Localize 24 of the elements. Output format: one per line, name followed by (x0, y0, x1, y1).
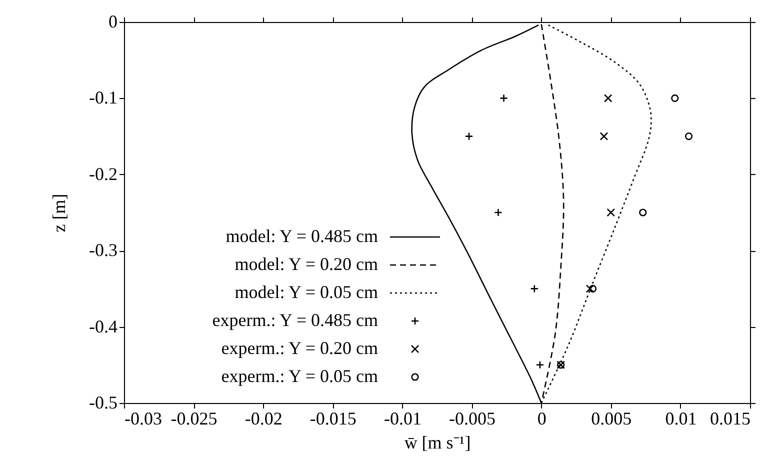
x-tick-label: 0.015 (710, 408, 750, 428)
x-tick-label: -0.01 (384, 408, 422, 428)
legend-label: model: Y = 0.485 cm (226, 226, 378, 246)
x-tick-label: 0 (537, 408, 546, 428)
y-tick-label: 0 (108, 12, 118, 32)
legend-label: experm.: Y = 0.485 cm (212, 310, 378, 330)
y-tick-label: -0.5 (89, 392, 118, 412)
legend-label: experm.: Y = 0.20 cm (221, 338, 378, 358)
y-tick-label: -0.3 (89, 240, 118, 260)
legend-label: model: Y = 0.05 cm (234, 282, 378, 302)
x-tick-label: -0.03 (124, 408, 162, 428)
legend-label: model: Y = 0.20 cm (234, 254, 378, 274)
legend-label: experm.: Y = 0.05 cm (221, 366, 378, 386)
y-axis-title: z [m] (49, 194, 70, 232)
x-tick-label: -0.005 (449, 408, 496, 428)
x-tick-label: -0.025 (170, 408, 218, 428)
y-tick-label: -0.1 (89, 88, 118, 108)
y-tick-label: -0.4 (89, 316, 118, 336)
x-tick-label: -0.02 (244, 408, 282, 428)
x-tick-label: -0.015 (310, 408, 356, 428)
x-tick-label: 0.01 (665, 408, 697, 428)
y-tick-label: -0.2 (89, 164, 118, 184)
x-axis-title: w̄ [m s⁻¹] (404, 432, 471, 452)
x-tick-label: 0.005 (591, 408, 632, 428)
